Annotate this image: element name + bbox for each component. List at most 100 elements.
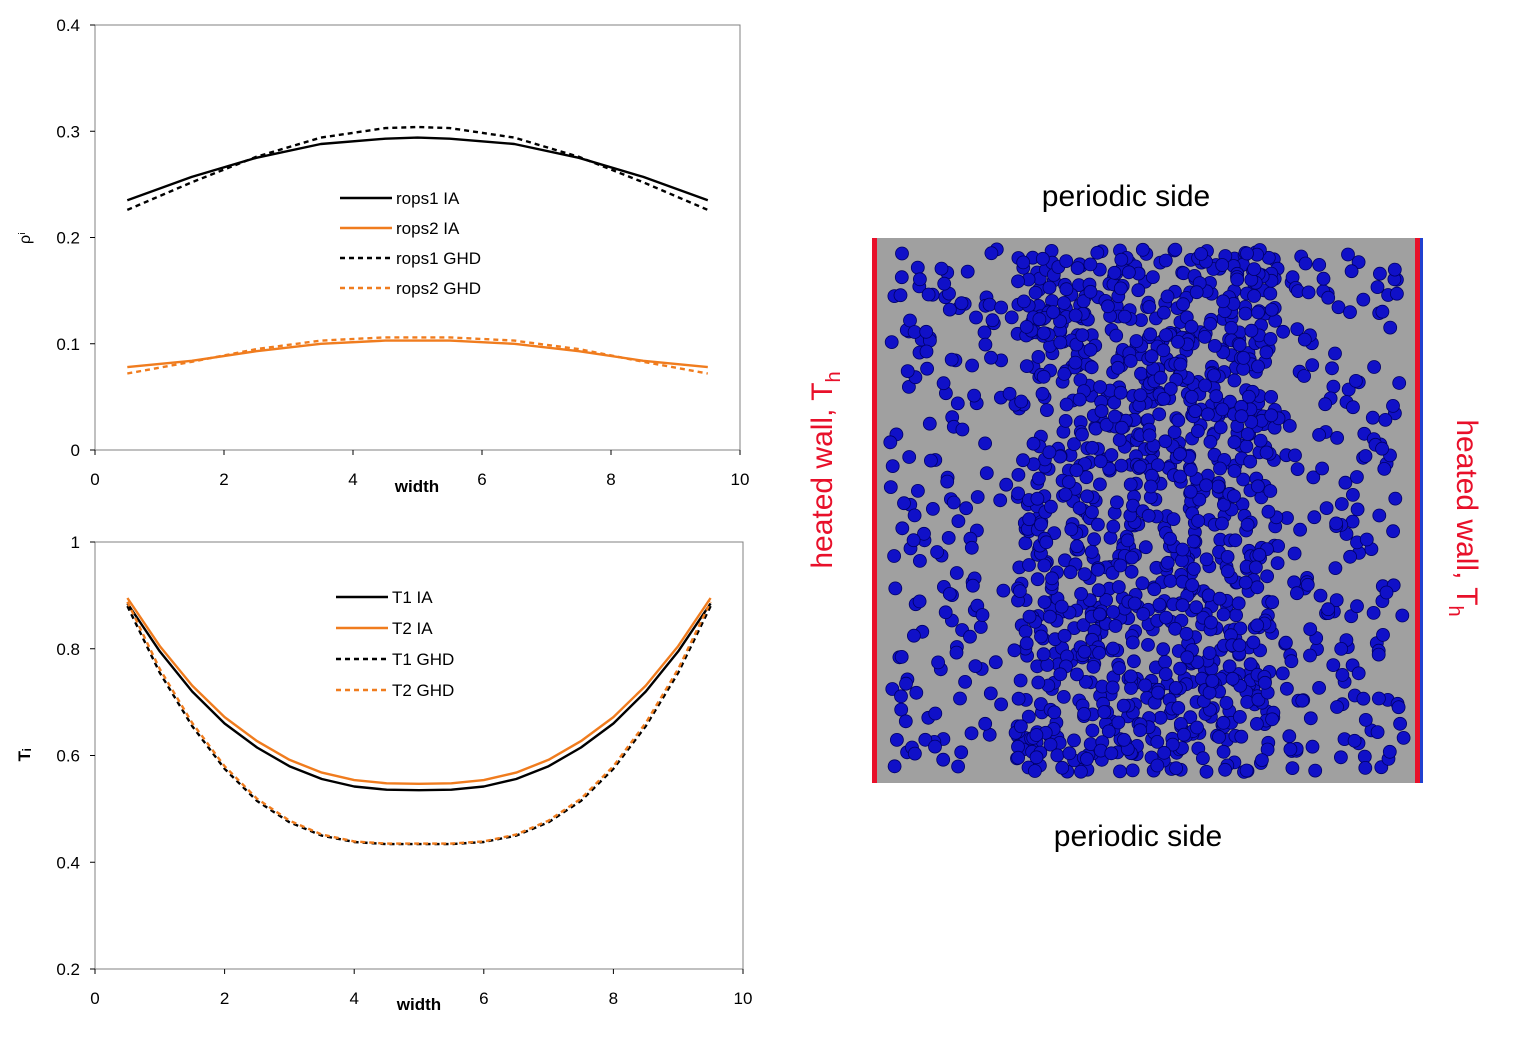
particle [1173,357,1188,372]
particle [1263,286,1278,301]
particle [1390,286,1404,301]
particle [1173,447,1187,462]
particle [1377,461,1392,476]
particle [1055,760,1070,775]
particle [1191,514,1205,528]
particle [1076,618,1091,632]
particle [985,313,1000,328]
particle [1043,737,1058,752]
particle [1050,748,1065,763]
density-y-axis-label: ρⁱ [17,232,34,244]
particle [1083,342,1098,357]
particle [1201,407,1215,422]
particle [1112,432,1127,447]
particle [996,583,1011,598]
particle [1030,491,1045,506]
particle [1395,608,1410,623]
particle [1279,635,1293,650]
particle [1176,297,1190,312]
particle [885,459,900,474]
particle [1194,246,1208,261]
particle [993,493,1008,508]
particle [1379,585,1394,600]
particle [1059,282,1074,297]
particle [1280,681,1294,696]
particle [1019,636,1034,651]
temperature-x-tick-label: 6 [479,989,488,1008]
particle [1091,583,1106,598]
particle [1251,305,1265,320]
particle [1047,705,1062,720]
particle [978,436,992,451]
particle [1123,477,1138,492]
particle [1300,577,1315,592]
particle [1028,285,1043,300]
temperature-legend-label: T1 IA [392,588,433,607]
particle [988,655,1003,670]
particle [1187,562,1201,576]
particle [1264,389,1278,404]
particle [968,659,983,673]
particle [1120,533,1135,548]
particle [1036,326,1051,341]
particle [1068,308,1083,323]
particle [920,361,934,376]
particle [1233,621,1248,636]
particle [1239,763,1254,778]
particle [1105,680,1120,695]
particle [1282,729,1297,744]
particle [994,697,1008,712]
particle [1111,580,1126,594]
particle [1057,628,1072,643]
particle [937,276,952,291]
particle [1343,549,1357,564]
particle [1104,448,1119,462]
particle [1029,750,1044,765]
particle [1215,402,1230,417]
particle [1168,621,1182,636]
particle [931,655,945,670]
particle [1011,467,1026,482]
particle [1346,487,1360,502]
particle [1308,763,1323,778]
temperature-legend: T1 IA T2 IA T1 GHD T2 GHD [336,588,454,700]
particle [1117,732,1131,747]
particle [946,495,961,510]
particle [1199,764,1214,779]
particle [1054,599,1069,614]
particle [1326,658,1341,672]
particle [1275,666,1290,681]
density-y-tick-label: 0.4 [56,16,80,35]
particle [1345,514,1360,529]
particle [1301,285,1316,300]
particle [1387,262,1402,277]
particle [1247,262,1261,277]
particle [1188,404,1203,419]
particle [1031,675,1046,690]
particle [954,745,969,760]
particle [1260,569,1274,584]
particle [1249,560,1263,575]
particle [1142,300,1157,314]
particle [1171,701,1186,715]
particle [1359,532,1374,547]
particle [1057,296,1071,310]
particle [1017,294,1031,309]
particle [1116,698,1131,713]
particle [1007,643,1022,658]
particle [1091,562,1105,577]
particle [1386,398,1400,413]
density-legend-label: rops2 IA [396,219,460,238]
particle [982,297,997,312]
particle [1378,412,1393,427]
particle [1030,572,1045,587]
particles [883,242,1411,779]
particle [1087,532,1101,547]
particle [1341,247,1355,262]
particle [1004,310,1019,325]
particle [1251,359,1265,374]
particle [1189,285,1204,300]
particle [907,508,922,523]
particle [1236,350,1251,365]
left-wall-label: heated wall, Th [806,371,845,568]
